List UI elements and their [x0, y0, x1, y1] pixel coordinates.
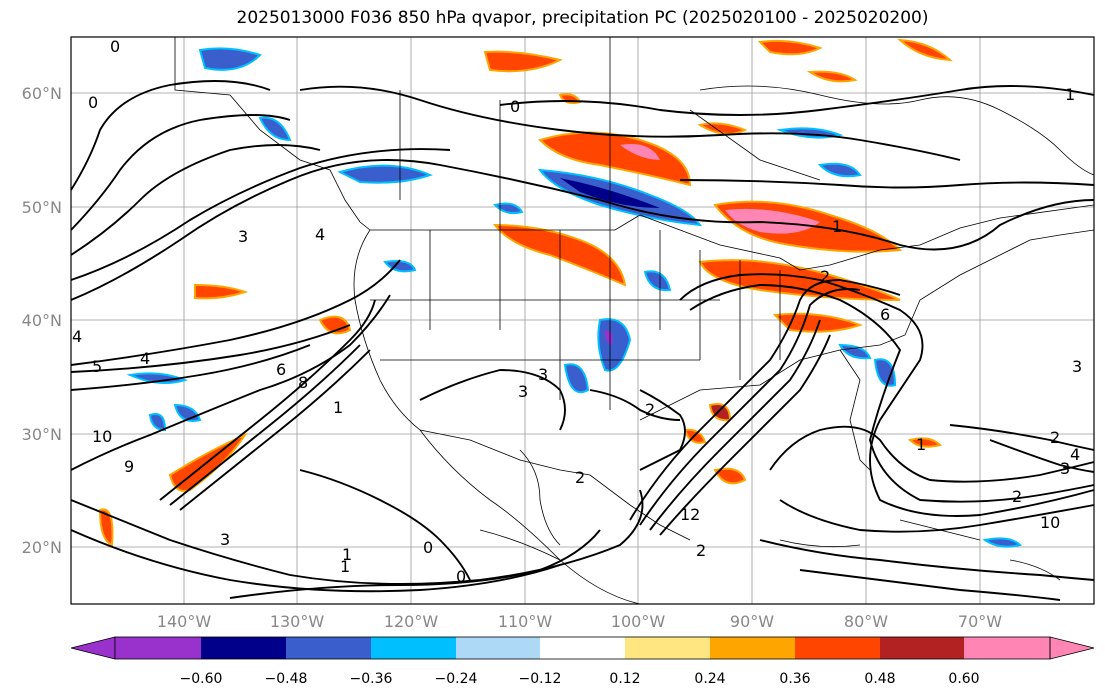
map-panel: 0 0 0 1 3 4 5 4 6 8 10 9 1 3 2 0 0 1 3 3…	[70, 36, 1095, 605]
colorbar-frame	[114, 636, 1051, 660]
contour-label: 1	[1065, 85, 1075, 104]
contour-label: 1	[832, 217, 842, 236]
colorbar-label: 0.36	[779, 671, 810, 687]
contour-label: 2	[645, 400, 655, 419]
contour-label: 6	[276, 360, 286, 379]
contour-label: 1	[916, 435, 926, 454]
lon-label: 120°W	[384, 612, 439, 631]
contour-label: 0	[423, 538, 433, 557]
contour-label: 3	[238, 227, 248, 246]
contour-label: 2	[1012, 487, 1022, 506]
lon-label: 80°W	[844, 612, 888, 631]
lon-label: 110°W	[498, 612, 553, 631]
colorbar-label: 0.48	[864, 671, 895, 687]
contour-label: 6	[880, 305, 890, 324]
contour-label: 4	[315, 225, 325, 244]
contour-label: 0	[456, 567, 466, 586]
lon-labels: 140°W 130°W 120°W 110°W 100°W 90°W 80°W …	[157, 612, 1002, 631]
contour-label: 10	[92, 427, 112, 446]
map-title: 2025013000 F036 850 hPa qvapor, precipit…	[236, 8, 929, 28]
contour-label: 3	[220, 530, 230, 549]
colorbar-segment	[201, 637, 286, 659]
colorbar-segment	[625, 637, 710, 659]
lat-label: 20°N	[22, 538, 62, 557]
gridlines	[71, 37, 1094, 604]
lon-label: 90°W	[730, 612, 774, 631]
colorbar-segment	[456, 637, 540, 659]
contour-label: 2	[1050, 428, 1060, 447]
contour-label: 1	[340, 557, 350, 576]
colorbar-extend-high	[1049, 636, 1095, 660]
contour-label: 0	[110, 37, 120, 56]
contour-label: 3	[518, 382, 528, 401]
contour-label: 5	[92, 357, 102, 376]
contour-label: 1	[342, 545, 352, 564]
colorbar-label: 0.12	[609, 671, 640, 687]
lon-label: 140°W	[157, 612, 212, 631]
colorbar-segment	[540, 637, 625, 659]
lon-label: 70°W	[958, 612, 1002, 631]
lat-label: 60°N	[22, 84, 62, 103]
contour-label: 0	[510, 97, 520, 116]
contour-label: 4	[1070, 445, 1080, 464]
colorbar-label: 0.24	[694, 671, 725, 687]
lat-label: 50°N	[22, 198, 62, 217]
contour-labels: 0 0 0 1 3 4 5 4 6 8 10 9 1 3 2 0 0 1 3 3…	[72, 37, 1082, 586]
colorbar-label: −0.12	[519, 671, 562, 687]
contour-label: 2	[696, 541, 706, 560]
colorbar-segment	[286, 637, 371, 659]
contour-label: 2	[575, 468, 585, 487]
contour-label: 0	[88, 93, 98, 112]
colorbar-label: −0.48	[265, 671, 308, 687]
contour-label: 3	[1060, 459, 1070, 478]
contour-label: 1	[333, 398, 343, 417]
contour-label: 9	[124, 457, 134, 476]
map-frame	[70, 36, 1095, 605]
colorbar-segment	[371, 637, 456, 659]
colorbar-segment	[710, 637, 795, 659]
contour-label: 4	[140, 349, 150, 368]
contour-label: 3	[538, 365, 548, 384]
colorbar-segment	[964, 637, 1050, 659]
colorbar-segment	[115, 637, 201, 659]
contour-label: 8	[298, 373, 308, 392]
colorbar-segment	[880, 637, 964, 659]
contours	[70, 80, 1095, 601]
colorbar-segment	[795, 637, 880, 659]
contour-label: 4	[72, 327, 82, 346]
lat-label: 30°N	[22, 425, 62, 444]
colorbar-extend-low	[70, 636, 116, 660]
colorbar: −0.60 −0.48 −0.36 −0.24 −0.12 0.12 0.24 …	[70, 636, 1095, 687]
colorbar-label: −0.36	[350, 671, 393, 687]
colorbar-label: 0.60	[948, 671, 979, 687]
contour-label: 10	[1040, 513, 1060, 532]
lon-label: 130°W	[270, 612, 325, 631]
lat-label: 40°N	[22, 311, 62, 330]
contour-label: 2	[820, 267, 830, 286]
contour-label: 3	[1072, 357, 1082, 376]
lat-labels: 60°N 50°N 40°N 30°N 20°N	[22, 84, 62, 557]
colorbar-label: −0.24	[435, 671, 478, 687]
lon-label: 100°W	[611, 612, 666, 631]
colorbar-label: −0.60	[180, 671, 223, 687]
contour-label: 12	[680, 505, 700, 524]
